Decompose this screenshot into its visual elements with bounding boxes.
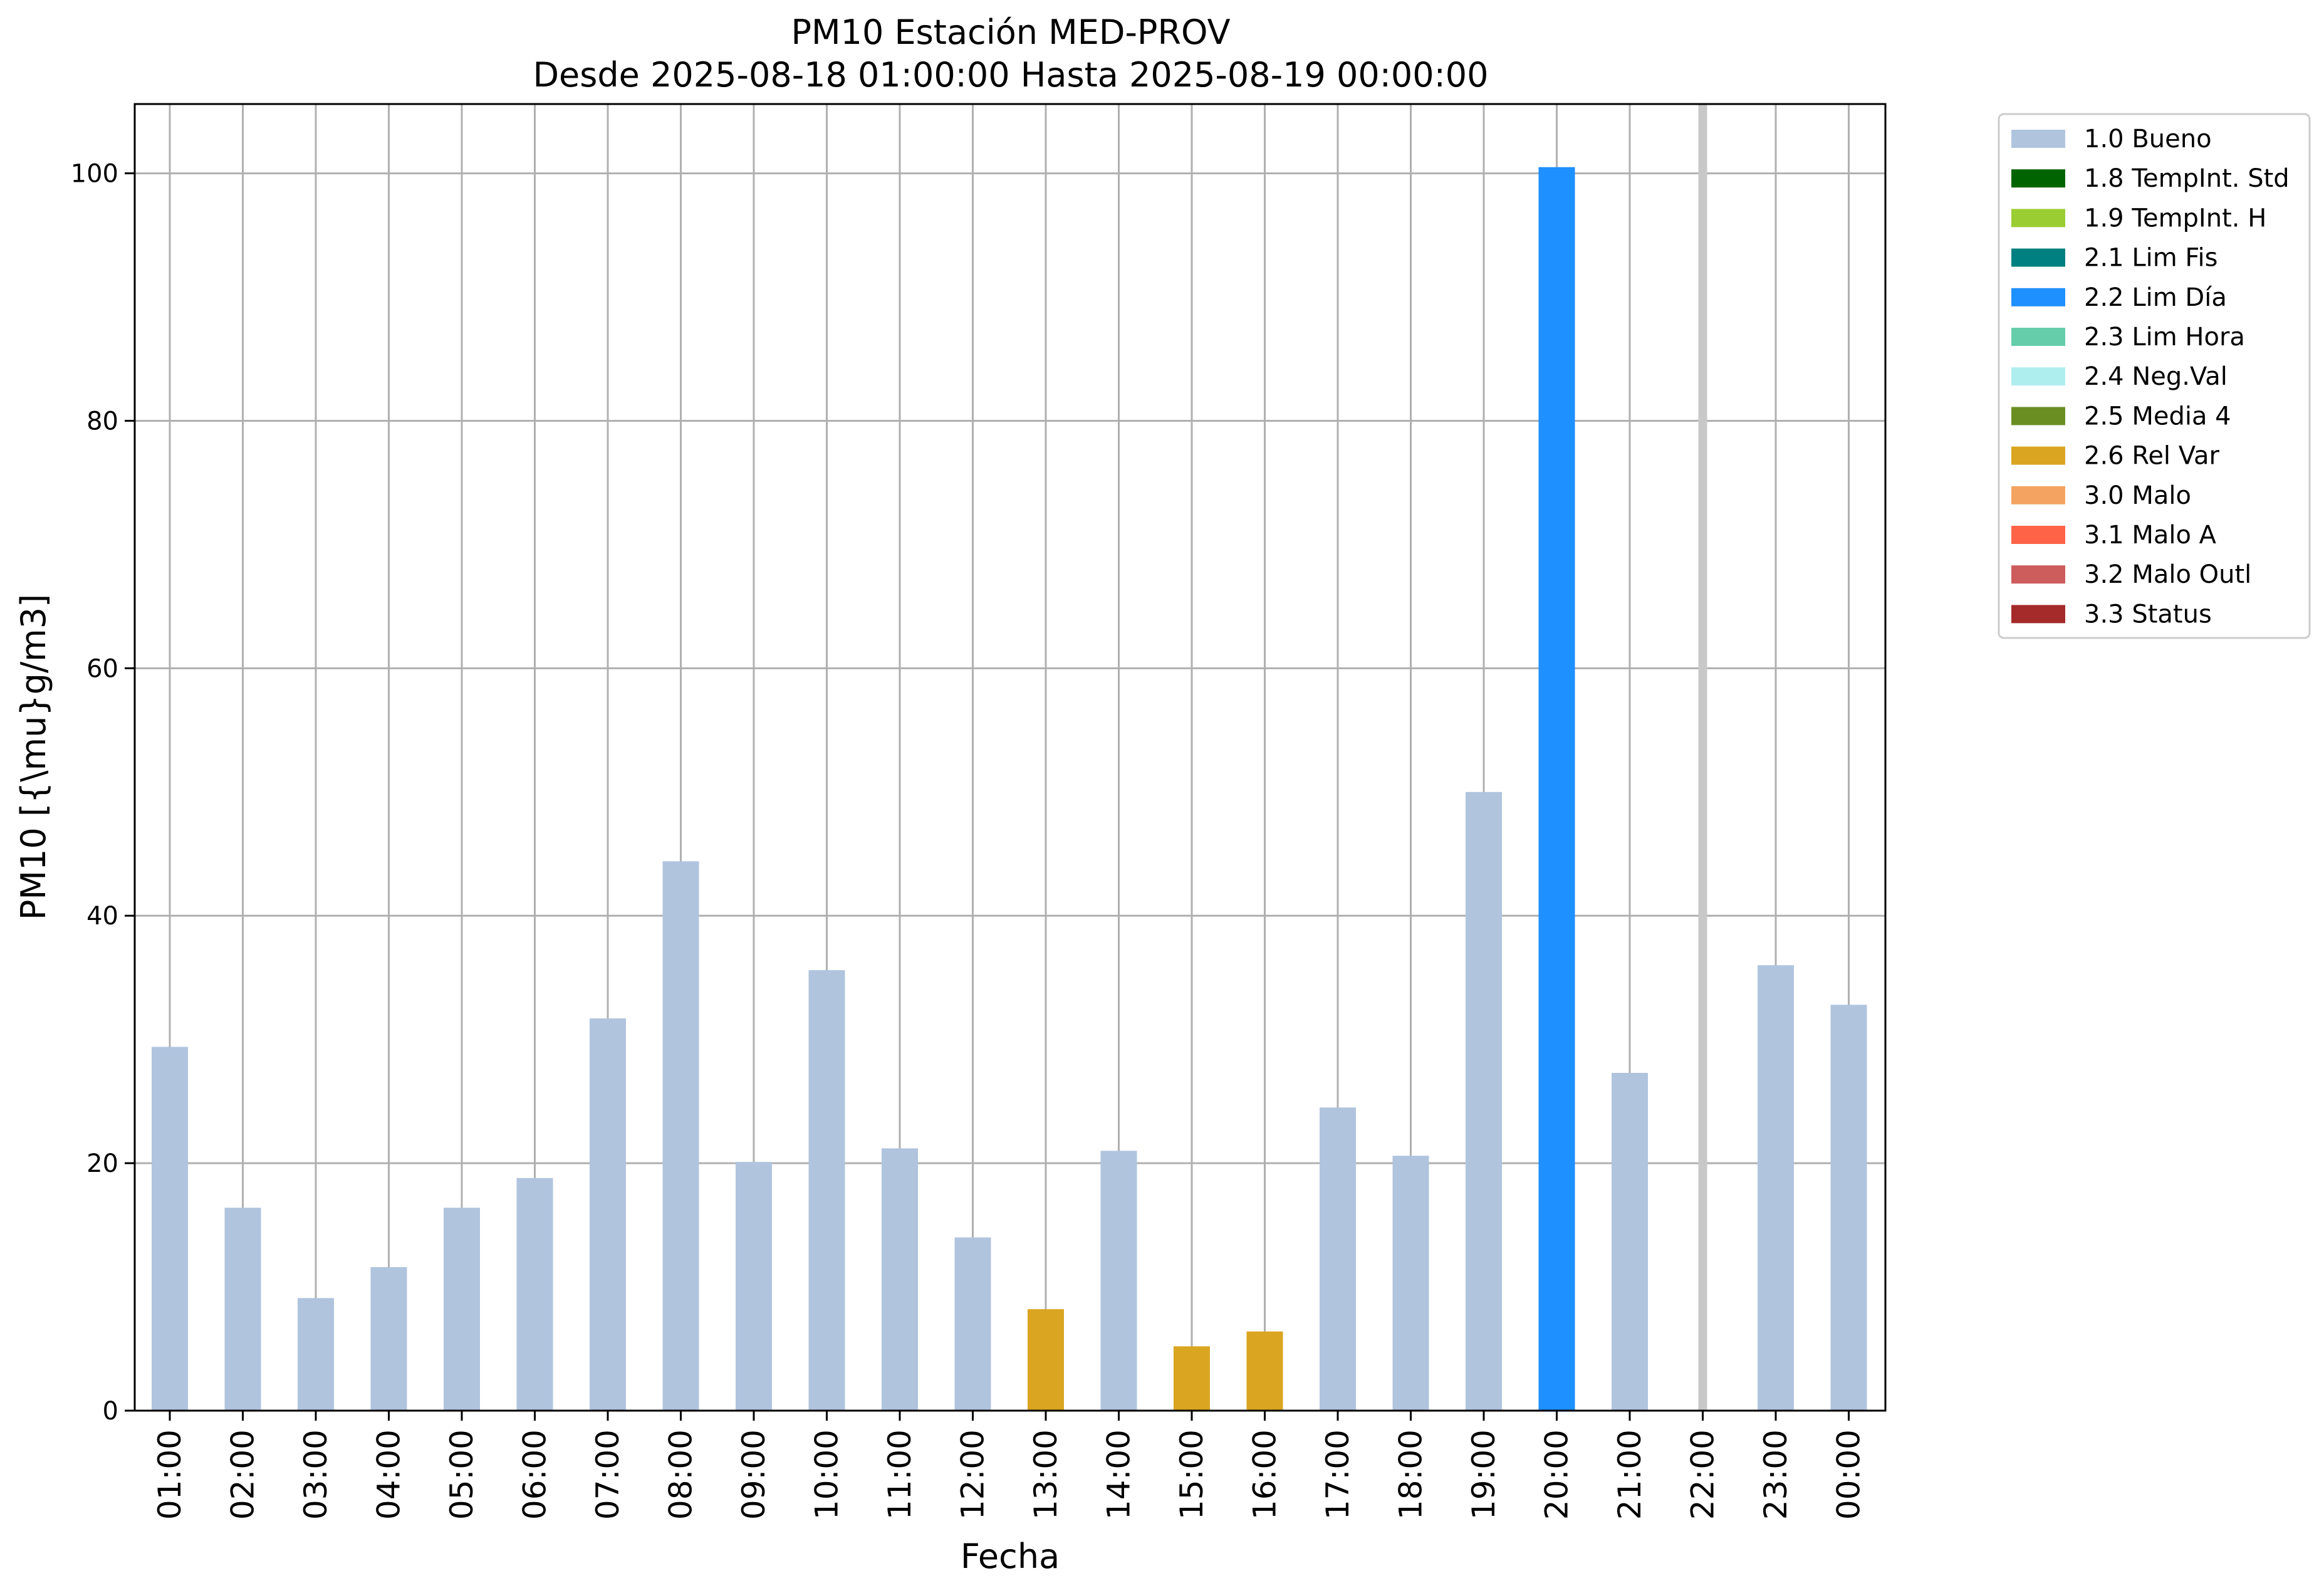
x-tick-label: 14:00 <box>1101 1429 1137 1520</box>
bar-0000 <box>1830 1005 1867 1411</box>
x-tick-label: 08:00 <box>663 1429 699 1520</box>
missing-value-marker <box>1698 104 1707 1411</box>
chart-title: PM10 Estación MED-PROV <box>791 13 1230 52</box>
bar-0400 <box>370 1267 407 1411</box>
legend-label: 3.1 Malo A <box>2084 521 2217 550</box>
y-tick-label: 40 <box>86 902 118 931</box>
legend-swatch <box>2011 486 2065 504</box>
legend-label: 2.5 Media 4 <box>2084 402 2231 431</box>
x-tick-label: 16:00 <box>1247 1429 1283 1520</box>
bar-2000 <box>1538 167 1575 1411</box>
y-tick-label: 80 <box>86 407 118 436</box>
legend-swatch <box>2011 209 2065 227</box>
x-tick-label: 12:00 <box>955 1429 991 1520</box>
bar-1800 <box>1392 1156 1429 1411</box>
bar-1900 <box>1466 791 1502 1411</box>
bar-0700 <box>590 1018 626 1411</box>
bar-1600 <box>1246 1331 1283 1411</box>
legend-label: 2.2 Lim Día <box>2084 283 2227 312</box>
x-tick-label: 20:00 <box>1539 1429 1575 1520</box>
bar-1000 <box>808 970 845 1411</box>
y-tick-label: 0 <box>103 1397 118 1426</box>
x-tick-label: 10:00 <box>809 1429 845 1520</box>
bars <box>152 104 1867 1411</box>
bar-1300 <box>1028 1309 1064 1411</box>
plot-frame <box>133 103 1887 1412</box>
x-tick-label: 17:00 <box>1320 1429 1356 1520</box>
y-tick-label: 20 <box>86 1149 118 1178</box>
x-tick-label: 19:00 <box>1466 1429 1502 1520</box>
legend-swatch <box>2011 248 2065 267</box>
legend-swatch <box>2011 526 2065 544</box>
legend-swatch <box>2011 288 2065 306</box>
legend-label: 1.8 TempInt. Std <box>2084 164 2290 193</box>
bar-1500 <box>1174 1346 1210 1411</box>
x-tick-label: 09:00 <box>736 1429 772 1520</box>
legend-swatch <box>2011 367 2065 386</box>
legend: 1.0 Bueno 1.8 TempInt. Std 1.9 TempInt. H 2… <box>1998 113 2311 639</box>
legend-label: 2.4 Neg.Val <box>2084 362 2228 391</box>
legend-swatch <box>2011 130 2065 148</box>
bar-0500 <box>444 1208 480 1411</box>
bar-2100 <box>1612 1072 1648 1411</box>
y-tick-label: 60 <box>86 654 118 683</box>
bar-2300 <box>1758 965 1794 1411</box>
x-tick-label: 00:00 <box>1831 1429 1867 1520</box>
legend-swatch <box>2011 565 2065 584</box>
bar-0900 <box>736 1162 772 1411</box>
legend-frame <box>1998 113 2311 639</box>
legend-label: 3.3 Status <box>2084 600 2212 629</box>
legend-label: 2.3 Lim Hora <box>2084 323 2245 352</box>
y-tick-label: 100 <box>71 160 118 189</box>
legend-swatch <box>2011 446 2065 465</box>
x-tick-label: 06:00 <box>517 1429 553 1520</box>
legend-label: 3.2 Malo Outl <box>2084 560 2251 589</box>
x-tick-label: 18:00 <box>1393 1429 1429 1520</box>
x-tick-label: 01:00 <box>152 1429 188 1520</box>
bar-0200 <box>224 1208 261 1411</box>
y-axis-ticks: 0 20 40 60 80 100 <box>71 160 135 1426</box>
legend-label: 1.9 TempInt. H <box>2084 204 2266 232</box>
legend-label: 2.1 Lim Fis <box>2084 244 2217 273</box>
bar-1400 <box>1100 1151 1137 1411</box>
x-tick-label: 15:00 <box>1174 1429 1210 1520</box>
bar-0300 <box>298 1298 334 1411</box>
x-tick-label: 05:00 <box>444 1429 480 1520</box>
x-tick-label: 21:00 <box>1612 1429 1648 1520</box>
bar-1100 <box>882 1148 918 1411</box>
x-tick-label: 22:00 <box>1685 1429 1721 1520</box>
bar-0800 <box>662 861 699 1411</box>
y-axis-label: PM10 [{\mu}g/m3] <box>14 594 53 920</box>
x-axis-ticks: 01:00 02:00 03:00 04:00 05:00 06:00 07:00 08:00… <box>152 1411 1867 1520</box>
legend-swatch <box>2011 407 2065 426</box>
legend-label: 2.6 Rel Var <box>2084 442 2220 471</box>
x-tick-label: 11:00 <box>882 1429 918 1520</box>
bar-1200 <box>954 1237 991 1411</box>
bar-1700 <box>1320 1107 1356 1411</box>
x-tick-label: 23:00 <box>1758 1429 1794 1520</box>
legend-swatch <box>2011 328 2065 346</box>
bar-0600 <box>516 1178 553 1411</box>
x-tick-label: 13:00 <box>1028 1429 1064 1520</box>
legend-label: 1.0 Bueno <box>2084 125 2212 154</box>
x-tick-label: 07:00 <box>590 1429 626 1520</box>
x-tick-label: 02:00 <box>225 1429 261 1520</box>
legend-swatch <box>2011 605 2065 624</box>
chart-subtitle: Desde 2025-08-18 01:00:00 Hasta 2025-08-… <box>533 55 1488 95</box>
bar-0100 <box>152 1047 188 1411</box>
x-axis-label: Fecha <box>961 1537 1060 1576</box>
legend-swatch <box>2011 169 2065 188</box>
x-tick-label: 03:00 <box>298 1429 334 1520</box>
x-tick-label: 04:00 <box>371 1429 407 1520</box>
legend-label: 3.0 Malo <box>2084 481 2191 510</box>
